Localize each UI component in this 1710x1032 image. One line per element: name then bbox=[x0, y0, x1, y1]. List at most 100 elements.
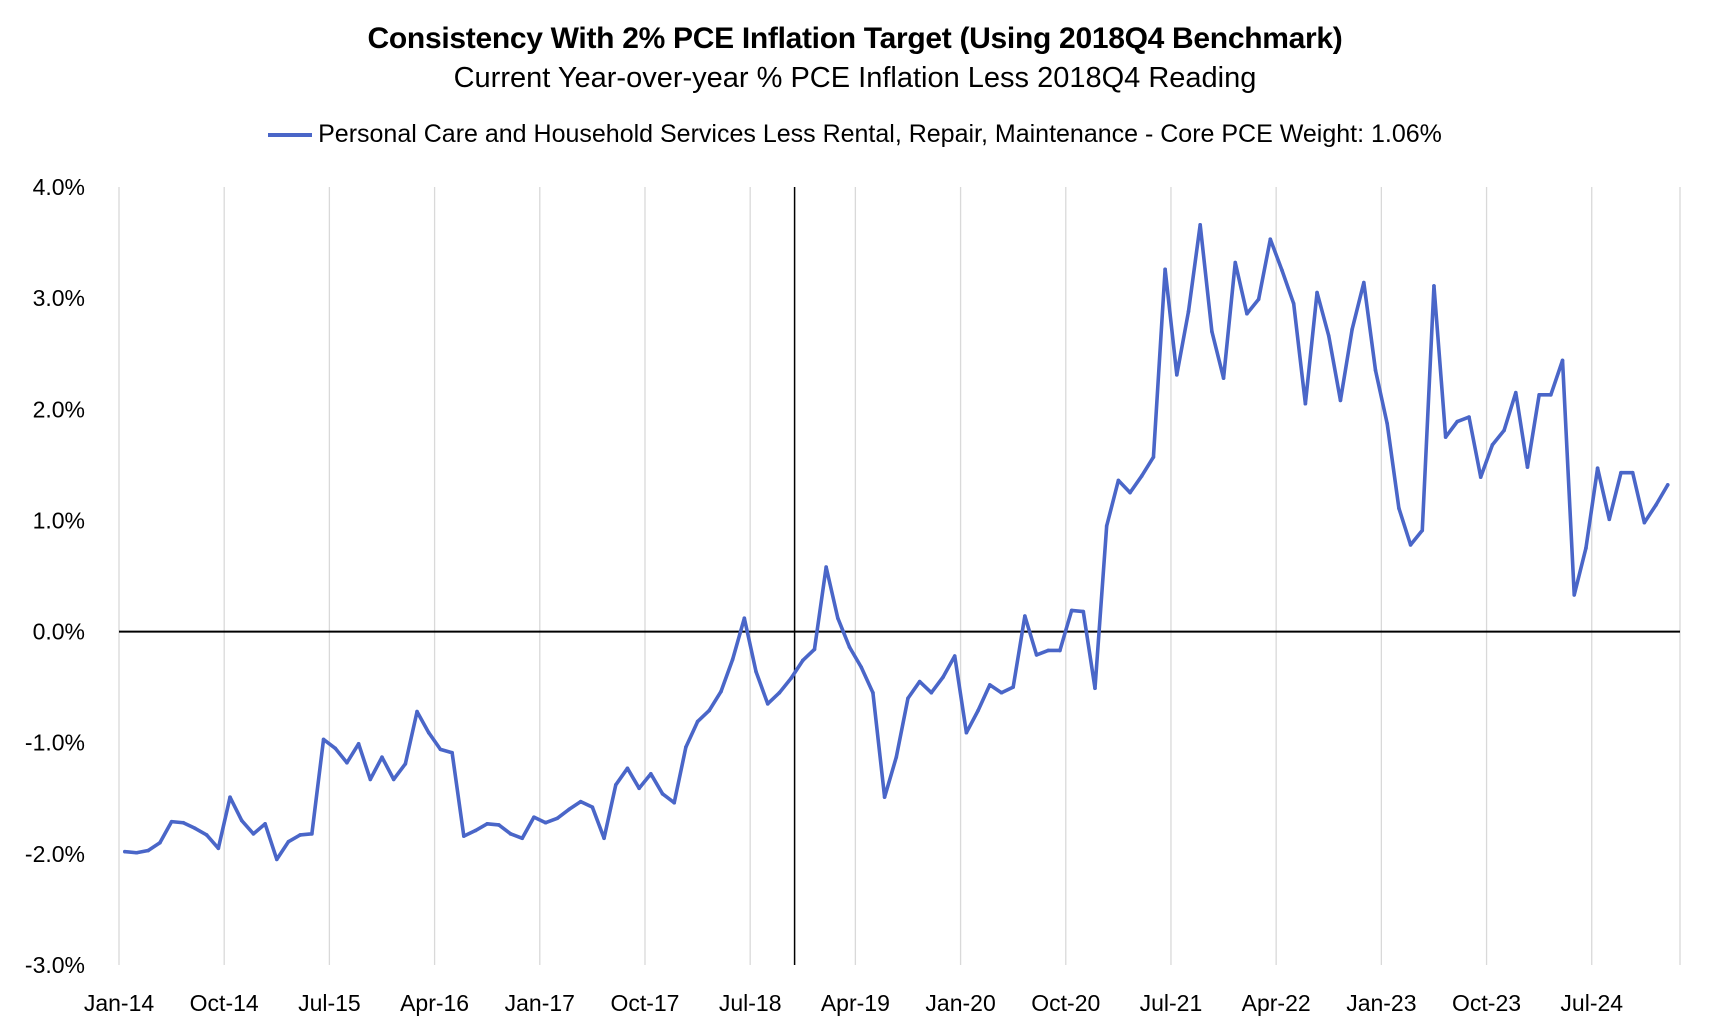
data-point bbox=[800, 658, 805, 663]
data-point bbox=[1139, 474, 1144, 478]
data-point bbox=[181, 820, 186, 825]
data-point bbox=[929, 690, 934, 695]
series-line bbox=[123, 222, 1670, 862]
data-point bbox=[1443, 435, 1448, 439]
series-points bbox=[123, 222, 1670, 862]
data-point bbox=[625, 766, 630, 771]
data-point bbox=[134, 850, 139, 855]
x-tick-label: Jul-15 bbox=[298, 990, 361, 1016]
y-tick-label: 3.0% bbox=[33, 285, 85, 311]
x-tick-label: Oct-17 bbox=[610, 990, 679, 1016]
data-point bbox=[1303, 401, 1308, 406]
data-point bbox=[1058, 648, 1062, 653]
data-point bbox=[836, 616, 840, 621]
data-point bbox=[321, 737, 326, 742]
data-point bbox=[462, 834, 466, 838]
data-point bbox=[555, 816, 560, 821]
data-point bbox=[976, 708, 980, 713]
data-point bbox=[590, 805, 595, 809]
data-point bbox=[1186, 309, 1191, 314]
data-point bbox=[1584, 546, 1588, 551]
data-point bbox=[859, 665, 864, 669]
data-point bbox=[672, 800, 677, 805]
data-point bbox=[146, 848, 151, 853]
data-point bbox=[1128, 490, 1132, 495]
data-point bbox=[532, 815, 536, 819]
data-point bbox=[1338, 398, 1343, 403]
data-point bbox=[485, 822, 489, 826]
data-point bbox=[1256, 297, 1261, 302]
x-tick-label: Jan-23 bbox=[1346, 990, 1416, 1016]
data-point bbox=[777, 690, 782, 695]
data-point bbox=[999, 690, 1004, 695]
data-point bbox=[1093, 686, 1097, 691]
data-point bbox=[1373, 368, 1378, 373]
data-point bbox=[695, 719, 700, 724]
data-point bbox=[567, 807, 571, 812]
data-point bbox=[450, 750, 454, 755]
data-point bbox=[602, 836, 606, 841]
data-point bbox=[216, 846, 221, 851]
data-point bbox=[1408, 543, 1413, 547]
x-tick-label: Oct-20 bbox=[1031, 990, 1100, 1016]
x-tick-label: Jan-17 bbox=[505, 990, 575, 1016]
data-point bbox=[426, 730, 431, 735]
data-point bbox=[1455, 419, 1460, 424]
data-point bbox=[333, 746, 338, 751]
data-point bbox=[987, 683, 992, 687]
data-point bbox=[380, 755, 384, 759]
data-point bbox=[1210, 329, 1214, 334]
data-point bbox=[719, 689, 723, 694]
data-point bbox=[1560, 358, 1565, 363]
y-tick-label: -2.0% bbox=[25, 841, 85, 867]
data-point bbox=[368, 777, 373, 782]
data-point bbox=[637, 786, 641, 791]
data-point bbox=[239, 818, 244, 823]
data-point bbox=[1069, 608, 1074, 613]
y-tick-label: 1.0% bbox=[33, 507, 85, 533]
x-axis-ticks: Jan-14 Oct-14 Jul-15 Apr-16 Jan-17 Oct-17 Jul-… bbox=[84, 990, 1623, 1016]
data-point bbox=[649, 772, 653, 776]
data-point bbox=[1350, 327, 1354, 332]
x-tick-label: Apr-19 bbox=[821, 990, 890, 1016]
data-point bbox=[1420, 528, 1425, 533]
data-point bbox=[1630, 470, 1635, 475]
data-point bbox=[403, 762, 408, 766]
data-point bbox=[847, 645, 852, 649]
data-point bbox=[1619, 470, 1623, 475]
data-point bbox=[1513, 390, 1518, 395]
data-point bbox=[286, 839, 291, 844]
data-point bbox=[812, 647, 817, 652]
data-point bbox=[754, 669, 758, 674]
data-point bbox=[1467, 415, 1471, 419]
data-point bbox=[1023, 614, 1027, 618]
data-point bbox=[964, 730, 969, 735]
data-point bbox=[497, 823, 501, 827]
data-point bbox=[1221, 376, 1226, 380]
data-point bbox=[707, 708, 712, 713]
data-point bbox=[1116, 478, 1121, 483]
data-point bbox=[123, 849, 127, 854]
data-point bbox=[274, 857, 279, 862]
data-point bbox=[882, 795, 887, 799]
legend-swatch bbox=[268, 132, 313, 137]
data-point bbox=[906, 696, 910, 701]
data-point bbox=[1478, 475, 1483, 479]
data-point bbox=[1642, 520, 1647, 525]
chart-title: Consistency With 2% PCE Inflation Target… bbox=[367, 22, 1343, 55]
data-point bbox=[730, 657, 735, 662]
legend-label: Personal Care and Household Services Les… bbox=[318, 120, 1442, 148]
data-point bbox=[298, 833, 302, 837]
data-point bbox=[684, 745, 688, 749]
data-point bbox=[1245, 311, 1249, 316]
data-point bbox=[345, 760, 349, 765]
data-point bbox=[1607, 517, 1612, 522]
data-point bbox=[1233, 260, 1238, 265]
data-point bbox=[1315, 290, 1319, 295]
data-point bbox=[1490, 443, 1495, 447]
data-point bbox=[1595, 466, 1600, 470]
y-tick-label: -3.0% bbox=[25, 952, 85, 978]
data-point bbox=[1654, 503, 1658, 507]
data-point bbox=[1362, 280, 1366, 285]
